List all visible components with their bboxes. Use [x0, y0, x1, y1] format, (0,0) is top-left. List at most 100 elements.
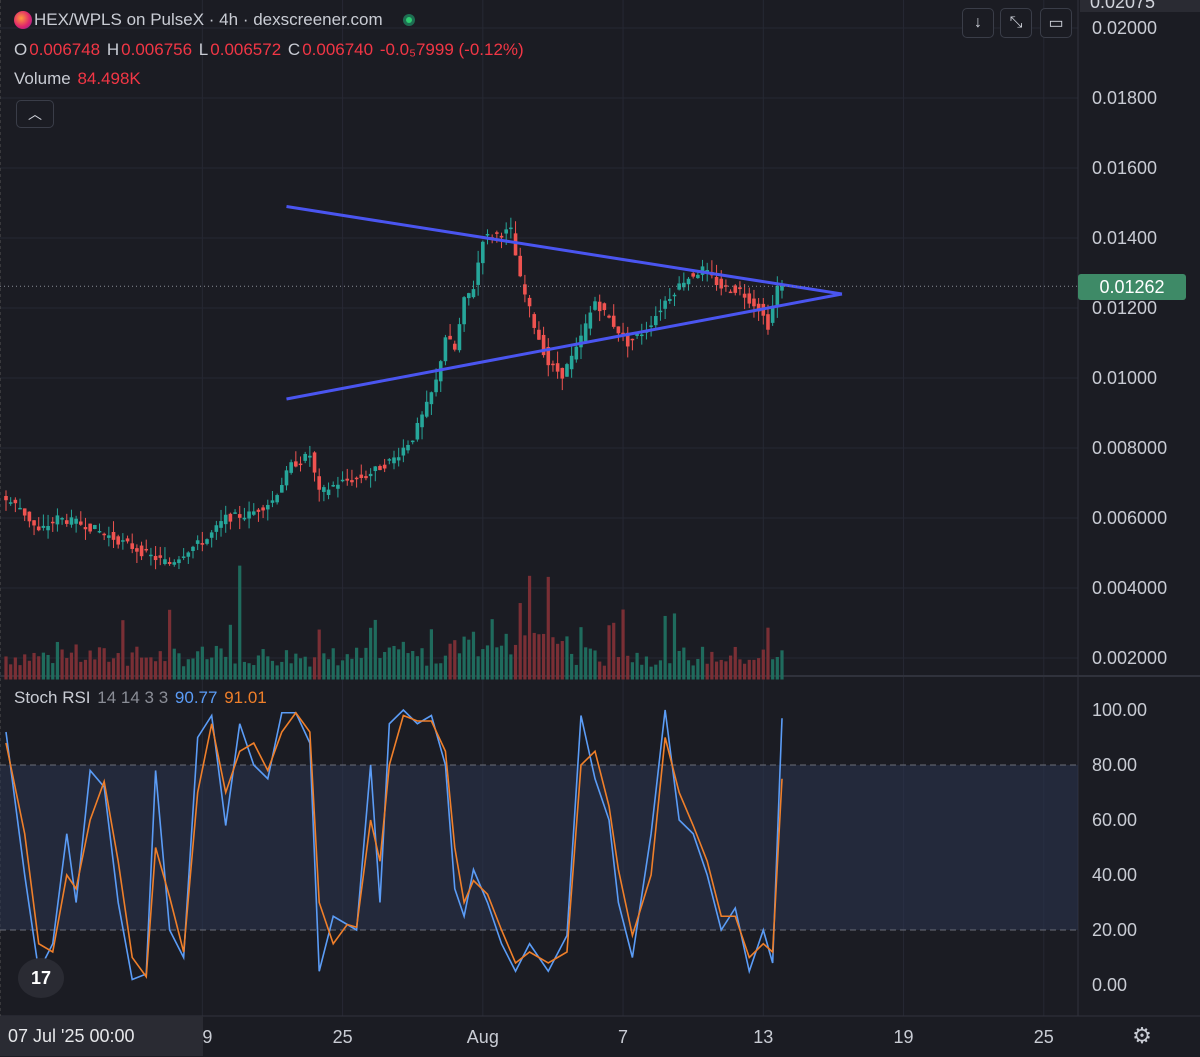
volume-bar — [74, 644, 78, 680]
stoch-band — [0, 765, 1078, 930]
candle-body — [677, 283, 681, 290]
volume-bar — [116, 653, 120, 680]
candle-body — [18, 507, 22, 510]
candle-body — [429, 392, 434, 405]
hex-logo-icon — [14, 11, 32, 29]
candle-body — [462, 297, 466, 325]
candle-body — [97, 530, 102, 533]
candle-body — [775, 285, 780, 307]
candle-body — [518, 255, 523, 277]
candle-body — [532, 314, 537, 328]
volume-bar — [757, 658, 761, 680]
candle-body — [354, 477, 359, 480]
volume-bar — [518, 603, 522, 680]
volume-bar — [238, 565, 242, 680]
volume-bar — [724, 661, 728, 680]
volume-bar — [46, 654, 50, 680]
volume-bar — [373, 619, 377, 680]
candle-body — [163, 559, 167, 564]
candle-body — [747, 293, 752, 304]
volume-bar — [677, 650, 681, 680]
volume-bar — [705, 663, 709, 680]
candle-body — [452, 343, 457, 350]
candle-body — [8, 502, 13, 504]
volume-bar — [331, 648, 335, 680]
candle-body — [495, 232, 499, 234]
volume-bar — [55, 641, 60, 680]
volume-bar — [537, 634, 541, 680]
volume-bar — [584, 647, 588, 680]
volume-bar — [135, 646, 139, 680]
volume-bar — [158, 651, 162, 680]
time-tick-label: 7 — [618, 1027, 628, 1047]
ohlc-legend: O 0.006748 H 0.006756 L 0.006572 C 0.006740 … — [14, 40, 526, 60]
stoch-tick-label: 20.00 — [1092, 920, 1137, 940]
volume-bar — [598, 661, 602, 680]
tradingview-logo-icon[interactable]: 17 — [18, 958, 64, 998]
candle-body — [69, 517, 74, 525]
candle-body — [396, 457, 401, 461]
candle-body — [424, 401, 429, 417]
fullscreen-button[interactable]: ⤡ — [1000, 8, 1032, 38]
volume-bar — [766, 627, 770, 680]
volume-bar — [401, 641, 405, 680]
volume-bar — [420, 648, 424, 680]
volume-bar — [471, 631, 476, 680]
volume-bar — [121, 620, 125, 680]
candle-body — [565, 364, 569, 377]
volume-bar — [775, 656, 779, 680]
volume-bar — [107, 661, 111, 680]
volume-bar — [700, 646, 705, 680]
candle-body — [130, 543, 135, 549]
volume-bar — [18, 665, 22, 680]
volume-bar — [747, 659, 751, 680]
candle-body — [121, 540, 125, 542]
candle-body — [345, 478, 350, 481]
candle-body — [466, 293, 471, 299]
candle-body — [401, 447, 406, 456]
volume-bar — [83, 659, 88, 680]
volume-bar — [261, 649, 265, 680]
candle-body — [74, 518, 78, 524]
candle-body — [527, 297, 532, 307]
volume-bar — [415, 656, 419, 680]
volume-bar — [579, 627, 583, 680]
low-label: L — [198, 40, 209, 59]
collapse-legend-button[interactable]: ︿ — [16, 100, 54, 128]
volume-legend: Volume 84.498K — [14, 69, 143, 89]
volume-bar — [570, 653, 574, 680]
candle-body — [499, 235, 504, 238]
candle-body — [209, 532, 214, 538]
layout-button[interactable]: ▭ — [1040, 8, 1072, 38]
candle-body — [724, 285, 728, 287]
candle-body — [340, 479, 345, 482]
price-tick-label: 0.01600 — [1092, 158, 1157, 178]
volume-bar — [462, 636, 466, 680]
fullscreen-icon: ⤡ — [1009, 14, 1023, 31]
volume-bar — [453, 640, 457, 680]
candle-body — [546, 346, 551, 366]
symbol-title[interactable]: HEX/WPLS on PulseX · 4h · dexscreener.co… — [34, 10, 383, 29]
stoch-rsi-legend: Stoch RSI 14 14 3 3 90.77 91.01 — [14, 688, 269, 708]
volume-bar — [392, 645, 396, 680]
candle-body — [504, 229, 508, 234]
volume-bar — [139, 657, 144, 680]
candle-body — [195, 540, 200, 544]
candle-body — [607, 315, 611, 318]
download-button[interactable]: ↓ — [962, 8, 994, 38]
volume-bar — [228, 624, 232, 680]
candle-body — [251, 511, 256, 515]
volume-bar — [219, 648, 223, 680]
volume-bar — [523, 635, 527, 680]
candle-body — [434, 379, 438, 393]
gear-icon[interactable]: ⚙ — [1132, 1023, 1152, 1048]
candle-body — [237, 514, 242, 518]
candle-body — [368, 473, 373, 477]
candle-body — [83, 527, 88, 530]
candle-body — [308, 455, 312, 458]
volume-bar — [270, 660, 275, 680]
candle-body — [639, 334, 644, 337]
candle-body — [125, 538, 130, 542]
candle-body — [270, 500, 275, 503]
